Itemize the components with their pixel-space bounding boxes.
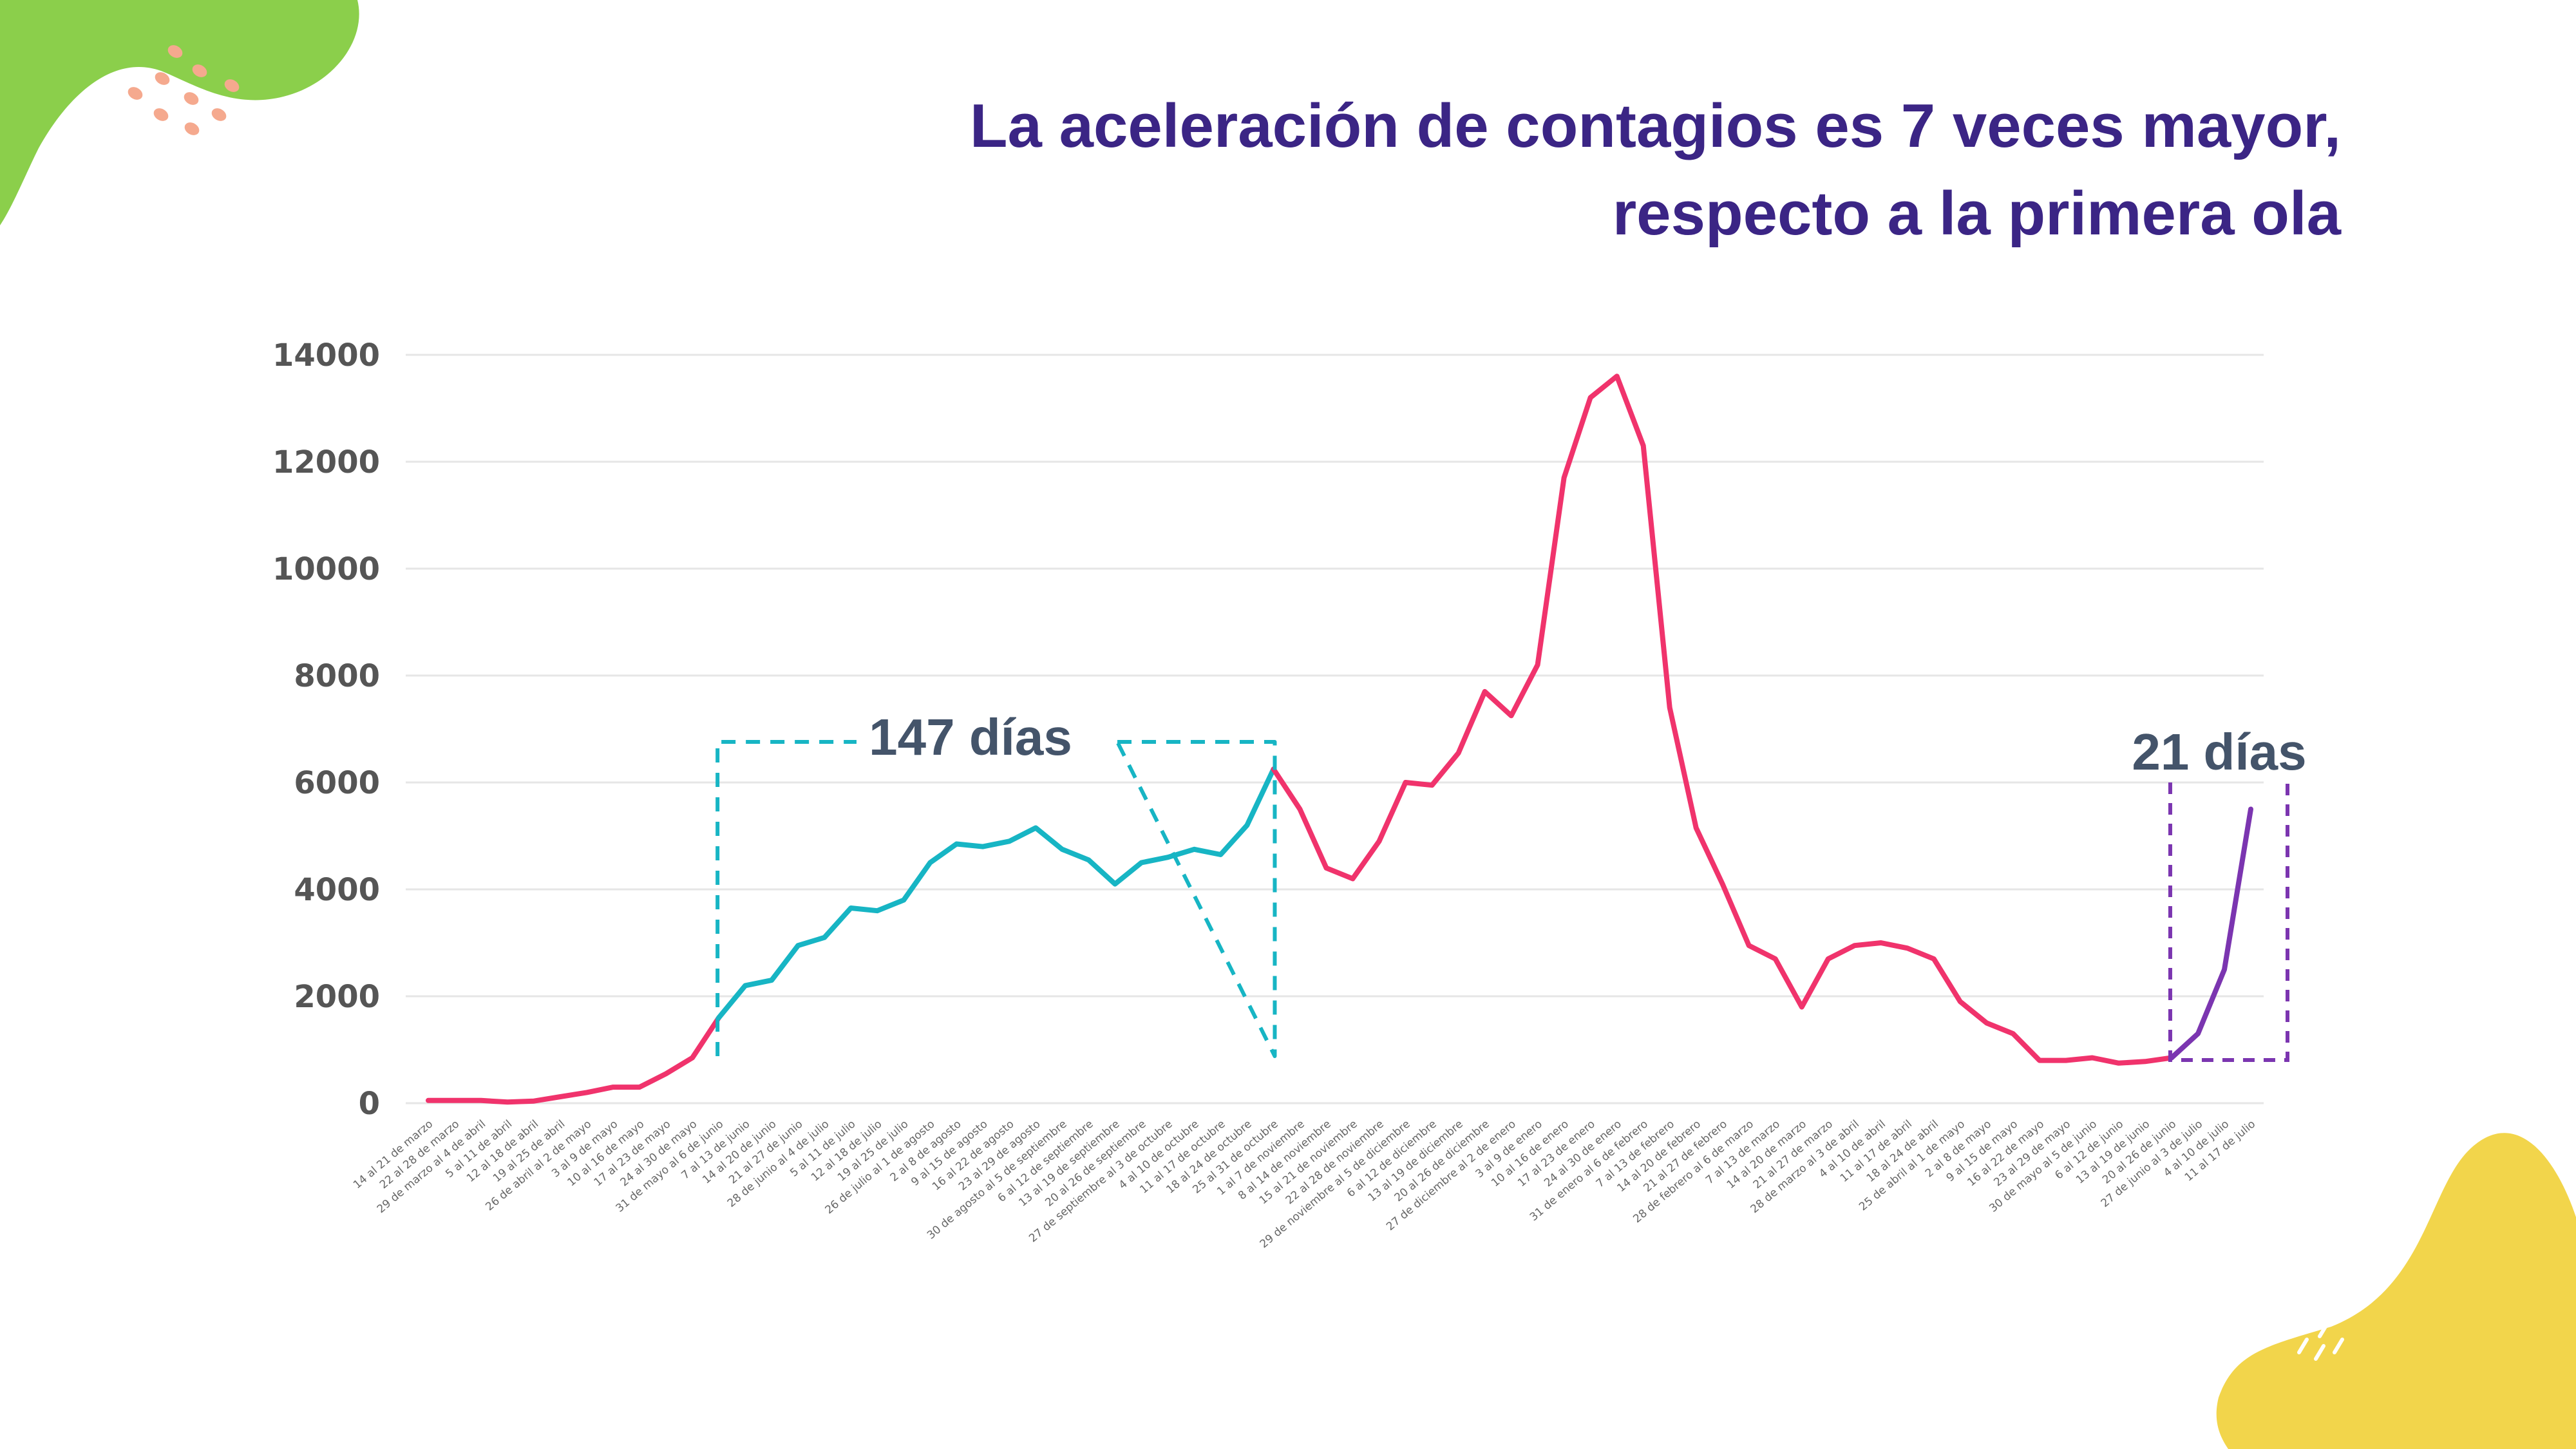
- series-line-segment-1: [426, 1015, 722, 1105]
- y-tick-label: 14000: [272, 337, 380, 374]
- y-tick-label: 8000: [294, 658, 380, 694]
- y-tick-label: 4000: [294, 872, 380, 908]
- x-tick-label: 29 de marzo al 4 de abril: [375, 1118, 488, 1217]
- data-series-lines: [426, 374, 2253, 1105]
- y-tick-label: 12000: [272, 444, 380, 480]
- salmon-dots-pattern: [128, 45, 240, 135]
- series-line-segment-2: [716, 766, 1276, 1021]
- gridlines: [406, 354, 2264, 1104]
- y-axis-tick-labels: 0 2000 4000 6000 8000 10000 12000 14000: [272, 337, 380, 1122]
- recent-wave-bracket: [2168, 782, 2289, 1062]
- series-line-segment-4: [2169, 806, 2253, 1061]
- annotations: 147 días 21 días: [715, 708, 2307, 1062]
- y-tick-label: 10000: [272, 551, 380, 587]
- green-blob-shape: [0, 0, 359, 225]
- title-line-1: La aceleración de contagios es 7 veces m…: [969, 91, 2341, 160]
- y-tick-label: 6000: [294, 765, 380, 801]
- page-title: La aceleración de contagios es 7 veces m…: [970, 82, 2341, 258]
- first-wave-bracket: [715, 740, 1277, 1058]
- recent-wave-duration-label: 21 días: [2132, 723, 2306, 781]
- y-tick-label: 0: [359, 1086, 380, 1122]
- decorative-blob-bottom-right: [2216, 1133, 2576, 1449]
- yellow-blob-shape: [2216, 1133, 2576, 1449]
- first-wave-duration-label: 147 días: [869, 708, 1072, 766]
- series-line-segment-3: [1271, 374, 2174, 1066]
- title-line-2: respecto a la primera ola: [1612, 179, 2341, 248]
- y-tick-label: 2000: [294, 979, 380, 1015]
- white-dashes-pattern: [2297, 1293, 2344, 1361]
- decorative-blob-top-left: [0, 0, 359, 225]
